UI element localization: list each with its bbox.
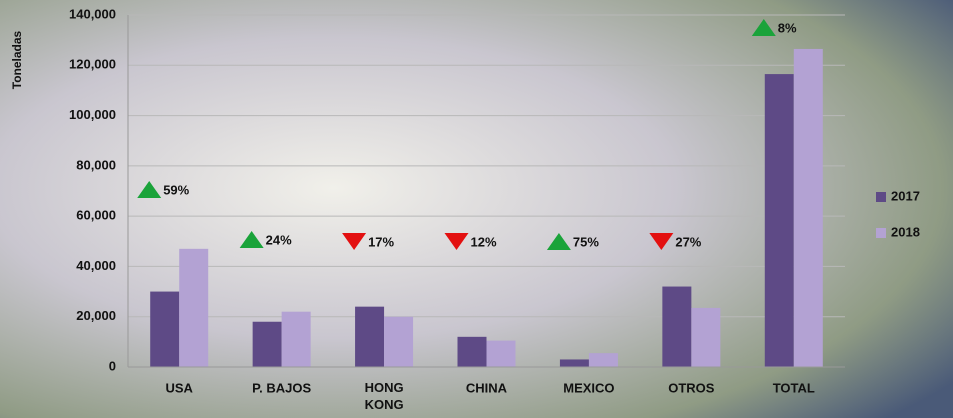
y-axis-label: Toneladas (10, 30, 24, 89)
x-tick-label: USA (165, 380, 193, 395)
trend-arrow (546, 233, 571, 250)
trend-arrow (649, 233, 674, 250)
bar (486, 340, 516, 367)
trend-arrow (342, 233, 367, 250)
bar (355, 306, 385, 367)
x-tick-label: MEXICO (563, 380, 614, 395)
annotation: 27% (675, 234, 701, 249)
trend-arrow (751, 19, 776, 36)
x-tick-label: OTROS (668, 380, 715, 395)
annotation: 24% (266, 232, 292, 247)
legend-label: 2018 (891, 224, 920, 239)
y-tick-label: 0 (109, 358, 116, 373)
bar (662, 286, 692, 367)
legend-swatch (876, 228, 886, 238)
y-tick-label: 40,000 (76, 258, 116, 273)
y-tick-label: 80,000 (76, 157, 116, 172)
trend-arrow (137, 181, 162, 198)
x-tick-label: HONG KONG (365, 380, 404, 412)
y-tick-label: 120,000 (69, 57, 116, 72)
x-tick-label: P. BAJOS (252, 380, 311, 395)
bar (588, 353, 618, 367)
annotation: 59% (163, 182, 189, 197)
bar (252, 321, 282, 367)
y-tick-label: 20,000 (76, 308, 116, 323)
trend-arrow (239, 231, 264, 248)
bar (384, 316, 414, 367)
annotation: 75% (573, 234, 599, 249)
y-tick-label: 60,000 (76, 208, 116, 223)
trend-arrow (444, 233, 469, 250)
annotation: 8% (778, 20, 797, 35)
bar (559, 359, 589, 367)
bar (793, 48, 823, 367)
bar (150, 291, 180, 367)
legend-swatch (876, 192, 886, 202)
y-tick-label: 140,000 (69, 6, 116, 21)
bar (691, 307, 721, 367)
bar (281, 311, 311, 367)
annotation: 17% (368, 234, 394, 249)
bar (179, 248, 209, 367)
bar (457, 336, 487, 367)
bar (764, 74, 794, 367)
x-tick-label: CHINA (466, 380, 508, 395)
x-tick-label: TOTAL (773, 380, 815, 395)
annotation: 12% (471, 234, 497, 249)
y-tick-label: 100,000 (69, 107, 116, 122)
legend-label: 2017 (891, 188, 920, 203)
